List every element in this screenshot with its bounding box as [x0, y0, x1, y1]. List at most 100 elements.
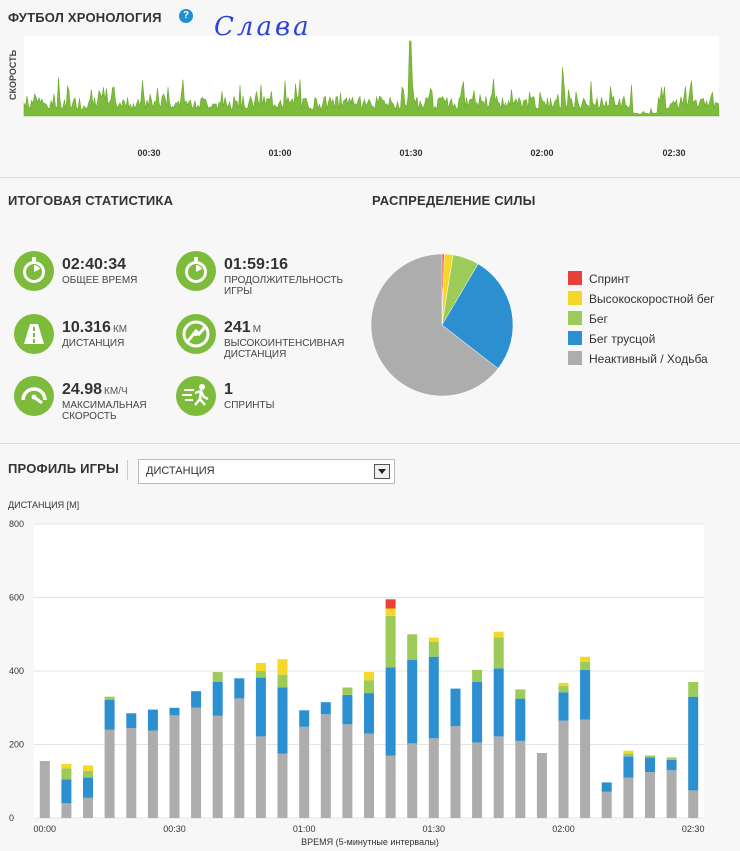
- bar-segment: [385, 599, 396, 609]
- bar-segment: [385, 608, 396, 616]
- divider: [0, 443, 740, 444]
- bar-segment: [104, 729, 115, 818]
- bar-segment: [645, 757, 655, 773]
- stat-value: 10.316: [62, 319, 111, 336]
- metric-select-value: ДИСТАНЦИЯ: [146, 465, 215, 477]
- bar-segment: [299, 710, 310, 727]
- bar-segment: [342, 724, 353, 818]
- bar-segment: [450, 726, 461, 818]
- bar-segment: [666, 757, 677, 759]
- bar-segment: [623, 753, 634, 757]
- x-tick-label: 02:00: [552, 824, 575, 834]
- bar-segment: [169, 715, 180, 818]
- bar-segment: [472, 742, 483, 818]
- profile-title: ПРОФИЛЬ ИГРЫ: [8, 461, 119, 476]
- bar-segment: [342, 687, 353, 695]
- timeline-tick-label: 01:00: [268, 148, 291, 158]
- bar-segment: [666, 758, 677, 760]
- legend-swatch: [568, 351, 582, 365]
- stat-value: 24.98: [62, 381, 103, 398]
- bar-segment: [688, 790, 699, 818]
- bar-segment: [472, 669, 483, 682]
- bar-segment: [342, 694, 353, 725]
- legend-swatch: [568, 271, 582, 285]
- x-tick-label: 00:30: [163, 824, 186, 834]
- bar-segment: [126, 713, 137, 728]
- legend-label: Высокоскоростной бег: [589, 292, 715, 306]
- stat-label: МАКСИМАЛЬНАЯ СКОРОСТЬ: [62, 400, 147, 422]
- legend-item-sprint: Спринт: [568, 271, 715, 291]
- intensity-gauge-icon: [176, 314, 216, 354]
- chevron-down-icon[interactable]: [374, 464, 390, 479]
- stat-label: ВЫСОКОИНТЕНСИВНАЯ ДИСТАНЦИЯ: [224, 338, 345, 360]
- bar-segment: [83, 765, 93, 771]
- legend-item-run: Бег: [568, 311, 715, 331]
- bar-segment: [493, 637, 504, 669]
- timeline-plot-area: [24, 36, 719, 116]
- road-icon: [14, 314, 54, 354]
- speed-area: [23, 40, 720, 117]
- bar-segment: [255, 671, 266, 678]
- bar-segment: [407, 743, 418, 818]
- legend-label: Бег трусцой: [589, 332, 656, 346]
- bar-segment: [515, 740, 526, 818]
- bar-segment: [558, 682, 569, 686]
- y-tick-label: 200: [9, 740, 24, 750]
- bar-segment: [61, 803, 72, 818]
- y-tick-label: 400: [9, 666, 24, 676]
- speed-timeline-chart: СКОРОСТЬ 00:30 01:00 01:30 02:00 02:30: [8, 36, 720, 158]
- bar-segment: [299, 726, 310, 818]
- bar-segment: [255, 736, 266, 818]
- legend-label: Неактивный / Ходьба: [589, 352, 708, 366]
- bar-segment: [666, 759, 677, 771]
- speedometer-icon: [14, 376, 54, 416]
- legend-item-inactive-walk: Неактивный / Ходьба: [568, 351, 715, 371]
- power-title: РАСПРЕДЕЛЕНИЕ СИЛЫ: [372, 193, 536, 208]
- bar-segment: [61, 779, 72, 804]
- legend-item-jog: Бег трусцой: [568, 331, 715, 351]
- bar-segment: [688, 682, 699, 697]
- timeline-tick-label: 02:00: [530, 148, 553, 158]
- help-icon[interactable]: ?: [179, 9, 193, 23]
- timeline-title: ФУТБОЛ ХРОНОЛОГИЯ: [8, 10, 162, 25]
- bar-segment: [320, 714, 331, 818]
- stat-value: 02:40:34: [62, 256, 127, 273]
- bar-segment: [407, 660, 418, 744]
- bar-segment: [623, 777, 634, 818]
- bar-segment: [623, 750, 634, 754]
- stat-label: СПРИНТЫ: [224, 400, 275, 411]
- timeline-tick-label: 00:30: [137, 148, 160, 158]
- timeline-ylabel: СКОРОСТЬ: [8, 49, 18, 100]
- bar-segment: [234, 698, 245, 818]
- bar-segment: [212, 682, 223, 716]
- stat-value: 241: [224, 319, 251, 336]
- bar-segment: [385, 755, 396, 818]
- x-tick-label: 00:00: [34, 824, 57, 834]
- bar-segment: [169, 707, 180, 716]
- bar-segment: [493, 736, 504, 818]
- bar-ylabel: ДИСТАНЦИЯ [М]: [8, 500, 79, 510]
- x-tick-label: 01:00: [293, 824, 316, 834]
- bar-segment: [385, 615, 396, 668]
- timeline-tick-label: 01:30: [399, 148, 422, 158]
- metric-select[interactable]: ДИСТАНЦИЯ: [138, 459, 395, 484]
- bar-segment: [688, 696, 699, 791]
- bar-segment: [558, 692, 569, 721]
- stat-value: 01:59:16: [224, 256, 289, 273]
- legend-swatch: [568, 331, 582, 345]
- bar-segment: [601, 782, 612, 792]
- bar-segment: [515, 698, 526, 741]
- stat-unit: КМ/Ч: [104, 386, 128, 397]
- bar-segment: [61, 768, 72, 780]
- bar-segment: [277, 753, 288, 818]
- x-tick-label: 02:30: [682, 824, 705, 834]
- summary-title: ИТОГОВАЯ СТАТИСТИКА: [8, 193, 174, 208]
- bar-segment: [428, 637, 439, 642]
- bar-segment: [277, 659, 288, 675]
- legend-label: Бег: [589, 312, 608, 326]
- bar-segment: [558, 720, 569, 818]
- bar-segment: [234, 678, 245, 699]
- bar-xlabel: ВРЕМЯ (5-минутные интервалы): [301, 837, 439, 847]
- bar-segment: [277, 674, 288, 688]
- bar-segment: [558, 685, 569, 693]
